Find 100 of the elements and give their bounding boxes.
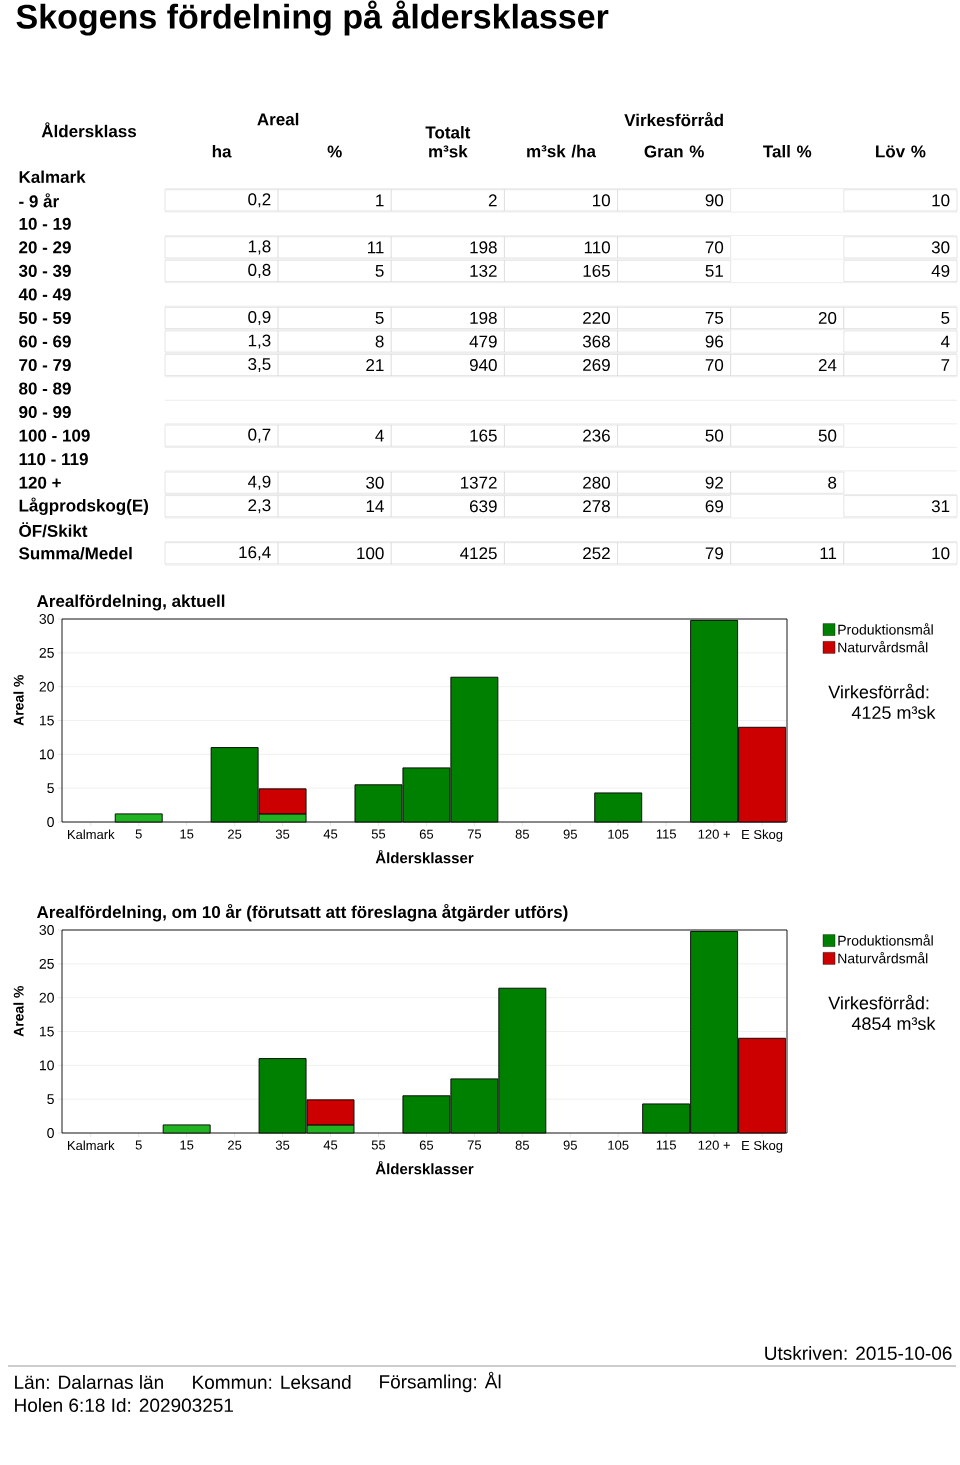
text: 3,5	[248, 357, 271, 373]
category-label: Totalt m³sk	[425, 126, 471, 158]
text: 198	[470, 241, 497, 254]
text: 11	[368, 241, 384, 254]
text: 198	[470, 311, 497, 324]
text: 4125 m³sk	[851, 705, 936, 719]
text: 4	[941, 335, 950, 348]
x-tick-label: 115	[656, 829, 676, 839]
text: 10	[932, 194, 950, 207]
category-label: 30 - 39	[18, 264, 71, 277]
text: 1372	[460, 476, 497, 489]
y-tick-label: 10	[39, 1060, 54, 1071]
x-tick-label: 25	[228, 1140, 242, 1150]
chart-title: Arealfördelning, aktuell	[36, 594, 225, 611]
legend-label: Produktionsmål	[838, 934, 933, 946]
text: 31	[931, 500, 950, 513]
text: 69	[705, 500, 723, 513]
text: 4,9	[247, 475, 271, 490]
category-label: m³sk /ha	[527, 144, 597, 158]
text: 10	[593, 194, 610, 207]
x-tick-label: 105	[608, 829, 629, 839]
category-label: 80 - 89	[19, 382, 71, 395]
x-tick-label: 115	[656, 1140, 676, 1150]
x-tick-label: 65	[419, 829, 434, 839]
x-tick-label: 105	[608, 1140, 629, 1150]
text: 4	[375, 429, 384, 442]
x-tick-label: 55	[371, 829, 386, 839]
x-tick-label: 15	[180, 1140, 194, 1150]
text: 75	[705, 312, 724, 324]
text: Kommun: Leksand	[193, 1375, 351, 1389]
text: 50	[818, 429, 837, 442]
text: 165	[583, 264, 610, 277]
x-tick-label: 75	[467, 1140, 482, 1150]
category-label: 120 +	[19, 476, 61, 489]
text: 8	[828, 476, 837, 489]
text: Åldersklass	[41, 122, 137, 138]
x-axis-title: Åldersklasser	[375, 1160, 474, 1175]
text: 20	[818, 311, 837, 324]
x-tick-label: Kalmark	[68, 829, 115, 840]
category-label: 110 - 119	[19, 453, 88, 466]
text: Virkesförråd	[624, 112, 723, 127]
category-label: 70 - 79	[19, 359, 71, 372]
text: 90	[705, 194, 724, 207]
text: 165	[470, 429, 497, 442]
x-tick-label: 35	[275, 829, 290, 839]
text: 0,8	[248, 263, 271, 278]
category-label: %	[327, 145, 342, 158]
text: 4854 m³sk	[851, 1016, 936, 1030]
category-label: - 9 år	[19, 193, 59, 208]
y-tick-label: 20	[39, 992, 54, 1003]
text: 7	[941, 359, 950, 371]
text: 11	[820, 547, 837, 560]
text: 49	[931, 264, 950, 277]
text: 0,2	[248, 193, 271, 208]
x-tick-label: 5	[135, 1140, 142, 1150]
x-tick-label: E Skog	[742, 1140, 783, 1153]
text: 2,3	[248, 499, 271, 514]
category-label: 50 - 59	[19, 311, 71, 324]
text: 5	[375, 264, 384, 277]
x-tick-label: 65	[419, 1140, 434, 1150]
text: Areal	[257, 112, 299, 126]
text: 0,7	[248, 428, 271, 443]
category-label: Summa/Medel	[19, 546, 132, 560]
text: 0,9	[248, 310, 271, 325]
y-tick-label: 15	[39, 1026, 54, 1037]
text: 14	[366, 500, 384, 513]
legend-label: Naturvårdsmål	[838, 951, 928, 964]
x-tick-label: 25	[228, 829, 242, 839]
text: 1,3	[248, 334, 271, 349]
y-tick-label: 30	[39, 925, 54, 935]
text: 30	[366, 476, 384, 489]
y-tick-label: 25	[39, 647, 54, 658]
legend-label: Produktionsmål	[838, 623, 933, 635]
category-label: Tall %	[763, 145, 812, 158]
x-tick-label: 45	[323, 829, 338, 839]
y-axis-title: Areal %	[13, 985, 24, 1037]
x-tick-label: 45	[323, 1140, 338, 1150]
text: 639	[470, 500, 497, 513]
category-label: 40 - 49	[18, 288, 71, 301]
y-tick-label: 10	[39, 749, 54, 760]
text: 70	[705, 241, 724, 254]
text: 51	[705, 264, 723, 277]
chart-title: Arealfördelning, om 10 år (förutsatt att föreslagna åtgärder utförs)	[36, 903, 568, 922]
text: 940	[469, 359, 497, 372]
category-label: 20 - 29	[19, 241, 71, 254]
text: 2	[488, 194, 497, 207]
x-tick-label: 95	[563, 829, 577, 839]
x-tick-label: 75	[467, 829, 482, 839]
text: 479	[469, 335, 497, 348]
text: 132	[470, 264, 497, 277]
text: 220	[583, 311, 610, 324]
y-tick-label: 20	[39, 681, 54, 692]
category-label: 100 - 109	[19, 429, 90, 442]
text: 269	[583, 359, 610, 372]
x-tick-label: 85	[515, 829, 529, 839]
x-axis-title: Åldersklasser	[375, 849, 474, 864]
text: 1,8	[248, 240, 271, 255]
text: 24	[818, 359, 837, 371]
y-tick-label: 5	[47, 1094, 54, 1105]
category-label: 90 - 99	[19, 406, 71, 419]
